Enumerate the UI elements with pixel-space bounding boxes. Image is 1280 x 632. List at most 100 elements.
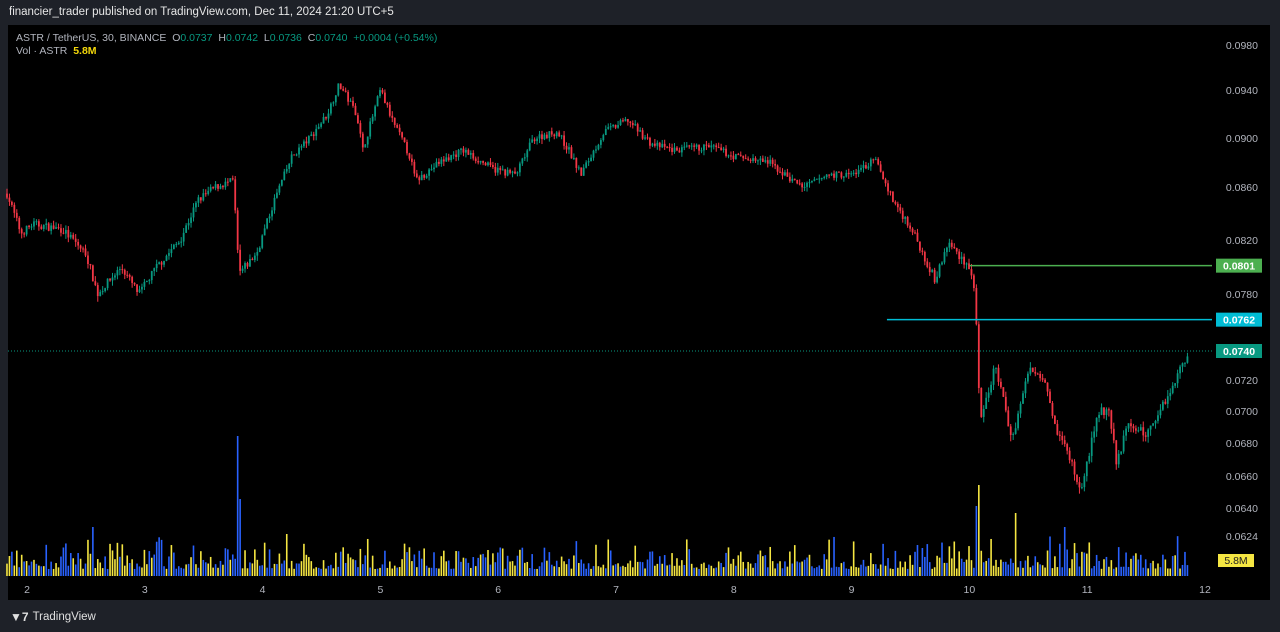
volume-bar — [1051, 568, 1054, 576]
volume-bar — [423, 548, 425, 576]
volume-bar — [438, 568, 440, 576]
volume-bar — [612, 565, 614, 576]
candle-body — [199, 197, 202, 201]
candle-body — [710, 145, 713, 148]
candle-body — [180, 241, 183, 243]
candle-body — [595, 149, 597, 151]
candle-body — [651, 143, 654, 146]
volume-bar — [256, 559, 259, 576]
volume-bar — [455, 551, 457, 576]
volume-bar — [857, 567, 860, 576]
volume-bar — [978, 485, 980, 576]
candle-body — [317, 126, 320, 129]
candle-body — [357, 115, 359, 124]
symbol-label[interactable]: ASTR / TetherUS, 30, BINANCE — [16, 32, 167, 44]
volume-bar — [379, 567, 381, 576]
candle-body — [749, 159, 752, 161]
volume-bar — [212, 567, 214, 576]
candle-body — [992, 368, 995, 385]
candle-body — [155, 263, 158, 269]
candle-body — [737, 154, 740, 156]
candle-body — [1056, 423, 1059, 435]
candle-body — [18, 217, 21, 230]
candle-body — [1090, 437, 1093, 456]
candle-body — [192, 207, 195, 218]
volume-bar — [884, 565, 887, 576]
candle-body — [197, 197, 200, 203]
volume-bar — [74, 564, 77, 576]
volume-bar — [1113, 568, 1115, 576]
volume-bar — [62, 547, 65, 576]
volume-bar — [901, 567, 904, 576]
volume-bar — [683, 565, 686, 576]
candle-body — [788, 176, 791, 182]
candle-body — [1142, 427, 1145, 436]
candle-body — [955, 248, 958, 252]
volume-bar — [87, 539, 89, 576]
volume-bar — [924, 556, 926, 576]
candle-body — [887, 183, 889, 192]
volume-bar — [477, 557, 479, 576]
candle-body — [77, 241, 80, 246]
candle-body — [447, 157, 450, 161]
volume-bar — [288, 568, 291, 576]
volume-bar — [28, 565, 30, 576]
candle-body — [516, 172, 519, 174]
candle-body — [676, 147, 678, 151]
candle-body — [114, 275, 116, 278]
volume-bar — [1063, 527, 1066, 576]
volume-bar — [295, 563, 298, 576]
candle-body — [401, 132, 403, 138]
volume-bar — [143, 549, 146, 576]
candle-body — [835, 171, 838, 178]
candle-body — [128, 275, 131, 277]
candle-body — [521, 158, 524, 164]
x-tick-label: 9 — [849, 584, 855, 596]
candle-body — [1019, 403, 1022, 414]
volume-bar — [101, 568, 104, 576]
tradingview-brand[interactable]: ▼7 TradingView — [10, 610, 96, 624]
close-value: 0.0740 — [315, 32, 348, 44]
candle-body — [307, 136, 310, 144]
volume-bar — [202, 559, 205, 576]
volume-bar — [926, 544, 929, 576]
volume-bar — [577, 562, 580, 576]
candle-body — [1041, 378, 1044, 380]
volume-bar — [1098, 560, 1100, 576]
candle-body — [1080, 487, 1083, 489]
chart-panel[interactable] — [8, 25, 1270, 600]
volume-bar — [121, 544, 124, 576]
candle-body — [10, 201, 13, 205]
candle-body — [766, 160, 769, 164]
price-level-tag — [1216, 312, 1262, 327]
candle-body — [661, 143, 664, 148]
volume-bar — [1027, 555, 1029, 576]
candle-body — [764, 160, 767, 162]
candle-body — [506, 169, 509, 176]
candle-body — [413, 161, 416, 174]
candle-body — [892, 191, 894, 202]
candle-body — [190, 217, 192, 224]
candle-body — [418, 177, 421, 181]
candle-body — [747, 158, 750, 160]
volume-bar — [185, 564, 187, 576]
volume-bar — [847, 568, 850, 576]
candle-body — [153, 268, 156, 272]
volume-bar — [624, 566, 627, 576]
volume-bar — [65, 543, 67, 576]
candle-body — [909, 225, 912, 229]
candle-body — [84, 248, 87, 256]
candle-body — [889, 191, 892, 193]
candle-body — [1085, 461, 1088, 477]
candle-body — [354, 105, 357, 116]
volume-label[interactable]: Vol · ASTR — [16, 45, 68, 57]
volume-bar — [254, 549, 256, 576]
candle-body — [325, 117, 327, 119]
candle-body — [970, 269, 973, 276]
volume-bar — [654, 565, 656, 576]
volume-bar — [94, 568, 97, 576]
volume-bar — [165, 568, 168, 576]
candle-body — [678, 150, 681, 153]
candle-body — [842, 176, 845, 178]
